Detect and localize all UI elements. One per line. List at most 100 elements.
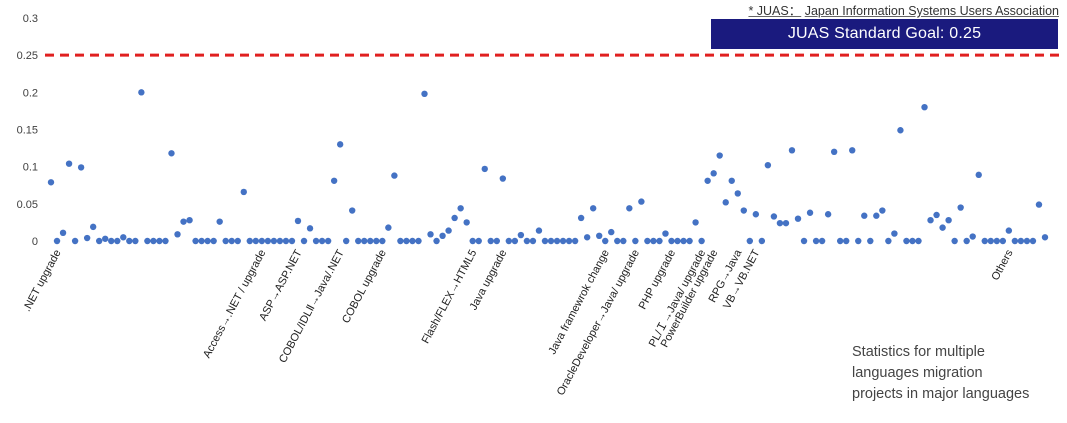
data-point: [909, 237, 916, 245]
data-point: [451, 214, 458, 222]
data-point: [957, 204, 964, 211]
data-point: [559, 237, 567, 245]
data-point: [728, 177, 735, 184]
data-point: [963, 237, 970, 245]
data-point: [276, 237, 284, 245]
data-point: [77, 164, 85, 171]
y-tick-label: 0.25: [17, 50, 38, 62]
data-point: [379, 237, 386, 245]
data-point: [493, 237, 500, 245]
data-point: [71, 237, 79, 245]
data-point: [162, 237, 169, 245]
data-point: [150, 237, 157, 245]
data-point: [120, 234, 127, 241]
data-point: [806, 209, 814, 216]
data-point: [246, 237, 253, 245]
data-point: [547, 237, 555, 245]
data-point: [596, 232, 603, 239]
data-point: [921, 104, 928, 111]
data-point: [541, 237, 549, 245]
data-point: [403, 237, 410, 245]
data-point: [686, 237, 693, 245]
data-point: [439, 232, 446, 239]
data-point: [180, 218, 187, 225]
data-point: [626, 205, 633, 212]
data-point: [294, 217, 302, 225]
data-point: [457, 205, 464, 212]
y-axis-ticks: 0 0.05 0.1 0.15 0.2 0.25 0.3: [17, 13, 38, 248]
data-point: [222, 237, 229, 245]
stats-caption-line-2: languages migration: [852, 365, 983, 381]
data-point: [108, 237, 115, 245]
data-point: [433, 237, 440, 245]
data-point: [614, 237, 621, 245]
data-point: [764, 161, 772, 169]
data-point: [126, 237, 133, 245]
data-point: [342, 237, 350, 245]
y-tick-label: 0.15: [17, 125, 38, 137]
juas-footnote-prefix: * JUAS：: [748, 4, 802, 18]
data-point: [312, 237, 320, 245]
data-point: [475, 237, 482, 245]
data-point: [529, 237, 537, 245]
data-point: [204, 237, 211, 245]
data-point: [885, 237, 892, 245]
data-point: [282, 237, 290, 245]
data-point: [692, 219, 699, 226]
stats-caption-line-3: projects in major languages: [852, 386, 1030, 402]
data-point: [800, 237, 808, 245]
data-point: [373, 237, 380, 245]
data-point: [114, 237, 121, 245]
data-point: [782, 219, 790, 227]
data-point: [324, 237, 332, 245]
y-tick-label: 0: [32, 236, 38, 248]
data-point: [198, 237, 205, 245]
data-point: [734, 190, 741, 197]
data-point: [969, 233, 976, 240]
data-point: [421, 90, 428, 98]
data-point: [927, 216, 934, 224]
data-point: [836, 237, 844, 245]
data-point: [945, 216, 952, 224]
data-point: [330, 177, 338, 184]
data-point: [861, 212, 868, 219]
y-tick-label: 0.2: [23, 87, 38, 99]
data-point: [481, 165, 488, 173]
data-point: [499, 175, 507, 182]
data-point: [349, 207, 356, 214]
data-point: [385, 224, 392, 231]
data-point: [367, 237, 374, 245]
data-point: [987, 237, 994, 245]
data-point: [288, 237, 296, 245]
juas-footnote: * JUAS： Japan Information Systems Users …: [748, 0, 1059, 19]
data-point: [83, 234, 91, 242]
data-point: [300, 237, 308, 245]
data-point: [993, 237, 1001, 245]
data-point: [505, 237, 513, 245]
data-point: [903, 237, 910, 245]
data-point: [975, 171, 982, 179]
data-point: [981, 237, 988, 245]
data-point: [589, 205, 597, 212]
data-point: [258, 237, 266, 245]
data-point: [1011, 237, 1019, 245]
data-point: [939, 224, 946, 231]
data-point: [620, 237, 627, 245]
data-point: [361, 237, 368, 245]
data-point: [216, 218, 223, 225]
data-point: [843, 237, 850, 245]
x-category-label: COBOL upgrade: [340, 248, 389, 326]
data-point: [553, 237, 561, 245]
data-point: [897, 127, 904, 134]
x-category-label: Others: [989, 247, 1015, 282]
data-point: [523, 237, 531, 245]
data-points: [47, 89, 1049, 245]
data-point: [355, 237, 362, 245]
data-point: [1035, 201, 1043, 208]
data-point: [1017, 237, 1025, 245]
data-point: [168, 150, 175, 157]
data-point: [535, 227, 543, 234]
data-point: [210, 237, 217, 245]
data-point: [445, 227, 452, 234]
data-point: [1005, 227, 1013, 234]
